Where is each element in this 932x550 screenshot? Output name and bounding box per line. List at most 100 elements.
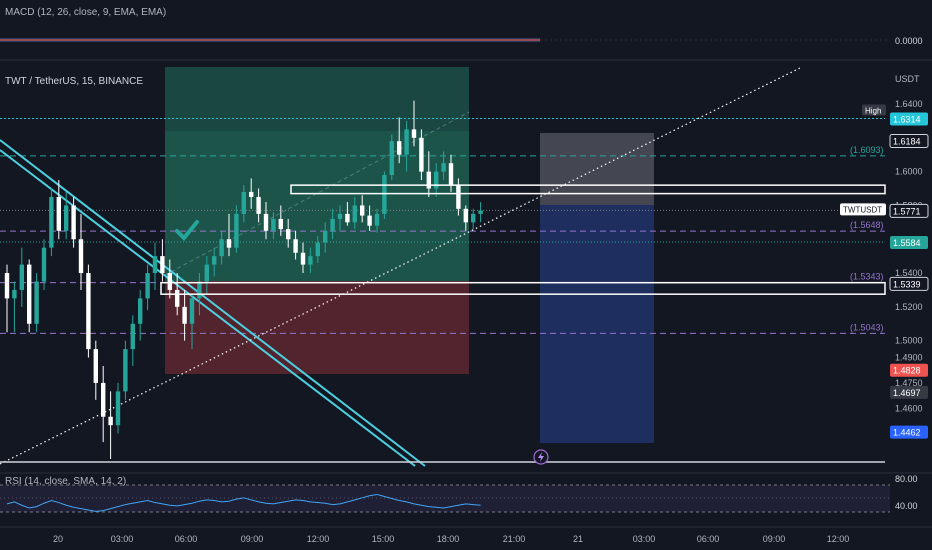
price-tag-label: 1.4462 — [893, 428, 921, 438]
candle-body — [152, 256, 158, 274]
candle-body — [315, 242, 320, 257]
y-tick-label: 1.5400 — [895, 268, 923, 278]
price-tag-red — [890, 363, 928, 377]
y-tick-label: 1.5200 — [895, 302, 923, 312]
price-tag-blue — [890, 425, 928, 439]
price-tag-plain — [889, 276, 929, 291]
x-tick-label: 18:00 — [437, 534, 460, 544]
price-tag-symbol — [889, 203, 929, 218]
candle-body — [226, 239, 232, 248]
macd-zero-label: 0.0000 — [895, 36, 923, 46]
price-tag-label: 1.5771 — [893, 206, 921, 216]
price-panel: TWT / TetherUS, 15, BINANCE USDT (1.6093… — [0, 67, 920, 467]
x-tick-label: 09:00 — [241, 534, 264, 544]
x-tick-label: 15:00 — [372, 534, 395, 544]
candle-body — [256, 196, 261, 214]
support-box — [160, 281, 886, 295]
candle-body — [456, 185, 461, 209]
rsi-line — [6, 493, 481, 512]
price-tag-label: 1.4697 — [893, 388, 921, 398]
channel-line-lower — [0, 149, 416, 467]
x-tick-label: 21 — [573, 534, 583, 544]
lightning-icon[interactable] — [533, 449, 549, 465]
y-tick-label: 1.4600 — [895, 403, 923, 413]
candle-body — [463, 208, 468, 223]
price-tag-label: 1.5584 — [893, 238, 921, 248]
candle-body — [138, 298, 143, 324]
x-tick-label: 12:00 — [827, 534, 850, 544]
candle-body — [145, 273, 150, 299]
short-target-zone — [540, 205, 654, 443]
rsi-panel: RSI (14, close, SMA, 14, 2) 80.00 40.00 — [0, 474, 918, 513]
candlestick-series — [4, 100, 483, 459]
symbol-title: TWT / TetherUS, 15, BINANCE — [5, 76, 143, 87]
macd-panel: MACD (12, 26, close, 9, EMA, EMA) 0.0000 — [0, 7, 923, 46]
candle-body — [323, 230, 328, 243]
candle-body — [374, 213, 380, 226]
x-tick-label: 03:00 — [633, 534, 656, 544]
candle-body — [189, 298, 195, 324]
price-tag-label: 1.4828 — [893, 366, 921, 376]
currency-label: USDT — [895, 74, 920, 84]
x-tick-label: 06:00 — [697, 534, 720, 544]
time-axis[interactable]: 20 03:00 06:00 09:00 12:00 15:00 18:00 21:00 21 0… — [53, 534, 849, 544]
candle-body — [115, 391, 121, 426]
candle-body — [293, 239, 298, 253]
candle-body — [108, 416, 113, 426]
candle-body — [212, 256, 217, 265]
rect-overlays — [160, 184, 886, 295]
candle-body — [471, 213, 476, 223]
x-tick-label: 09:00 — [763, 534, 786, 544]
candle-body — [167, 273, 172, 290]
rsi-level-80: 80.00 — [895, 474, 918, 484]
candle-body — [27, 264, 32, 324]
candle-body — [263, 213, 269, 231]
candle-body — [182, 306, 187, 324]
price-tag-label: 1.6314 — [893, 115, 921, 125]
price-tag-label: 1.5339 — [893, 279, 921, 289]
candle-body — [345, 213, 350, 223]
level-label-1: (1.5648) — [850, 220, 884, 230]
candle-body — [478, 210, 483, 214]
candle-body — [337, 213, 343, 219]
dotted-trend-line — [0, 67, 801, 465]
level-label-0: (1.6093) — [850, 145, 884, 155]
candle-body — [41, 247, 47, 282]
candle-body — [64, 205, 69, 231]
candle-body — [360, 205, 365, 216]
x-tick-label: 20 — [53, 534, 63, 544]
resistance-box — [290, 184, 886, 195]
y-tick-label: 1.5000 — [895, 336, 923, 346]
level-label-3: (1.5043) — [850, 322, 884, 332]
position-diagonal — [164, 111, 470, 276]
candle-body — [197, 281, 202, 299]
candle-body — [175, 289, 180, 307]
candle-body — [123, 349, 128, 392]
candle-body — [308, 256, 313, 265]
price-tag-high — [890, 112, 928, 126]
candle-body — [160, 256, 165, 274]
long-loss-zone — [165, 281, 469, 374]
channel-line-upper — [0, 139, 426, 467]
candle-body — [278, 218, 283, 230]
candle-body — [330, 218, 335, 231]
price-tag-label: 1.6184 — [893, 137, 921, 147]
candle-body — [234, 213, 239, 248]
candle-body — [86, 273, 91, 350]
candle-body — [93, 349, 98, 383]
check-icon — [175, 220, 199, 241]
candle-body — [78, 239, 84, 274]
candle-body — [352, 205, 357, 223]
candle-body — [249, 191, 254, 197]
candle-body — [12, 289, 17, 299]
candle-body — [130, 323, 135, 350]
candle-body — [19, 264, 24, 290]
candle-body — [382, 175, 387, 214]
candle-body — [404, 129, 409, 155]
candle-body — [419, 137, 424, 172]
candle-body — [426, 171, 431, 189]
candle-body — [4, 273, 10, 299]
y-tick-label: 1.6400 — [895, 99, 923, 109]
candle-body — [49, 196, 54, 248]
